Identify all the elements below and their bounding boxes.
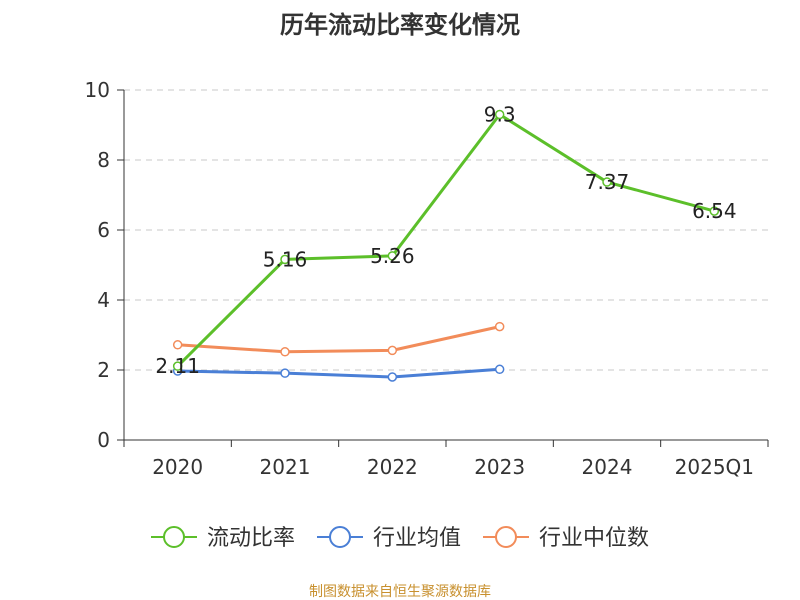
series-2 <box>172 364 505 382</box>
y-tick-label: 8 <box>97 148 110 172</box>
data-point <box>387 345 398 356</box>
data-label: 7.37 <box>585 170 630 194</box>
legend[interactable]: 流动比率 行业均值 行业中位数 <box>151 526 649 551</box>
x-tick-label: 2020 <box>152 455 203 479</box>
data-label: 5.16 <box>263 247 308 271</box>
y-tick-label: 0 <box>97 428 110 452</box>
x-tick-label: 2024 <box>582 455 633 479</box>
data-point <box>387 251 398 261</box>
legend-marker <box>163 526 185 548</box>
data-point <box>494 364 505 375</box>
series <box>172 109 720 382</box>
legend-item[interactable]: 行业均值 <box>317 526 461 551</box>
x-tick-label: 2025Q1 <box>675 455 754 479</box>
x-tick-label: 2022 <box>367 455 418 479</box>
series-line <box>177 325 500 354</box>
legend-label: 流动比率 <box>207 526 295 551</box>
series-line <box>177 367 500 379</box>
data-point <box>494 109 505 120</box>
legend-label: 行业均值 <box>373 526 461 551</box>
data-label: 6.54 <box>692 199 737 223</box>
data-point <box>280 368 290 378</box>
x-tick-label: 2023 <box>474 455 525 479</box>
data-point <box>280 347 290 357</box>
legend-marker <box>329 526 351 548</box>
legend-label: 行业中位数 <box>539 526 649 551</box>
legend-marker <box>495 526 517 548</box>
data-label: 5.26 <box>370 244 415 268</box>
axes: 0 2 4 6 8 10 2020 2021 2022 2023 2024 2025Q1 <box>85 78 769 479</box>
series-line <box>176 113 715 368</box>
data-point <box>494 321 505 332</box>
x-tick-label: 2021 <box>260 455 311 479</box>
data-labels: 2.11 5.16 5.26 9.3 7.37 6.54 <box>155 103 736 379</box>
series-1 <box>172 109 720 371</box>
chart-title: 历年流动比率变化情况 <box>280 11 520 39</box>
data-point <box>280 254 290 265</box>
y-tick-label: 4 <box>97 288 110 312</box>
data-point <box>602 177 612 187</box>
data-label: 9.3 <box>484 103 516 127</box>
legend-item[interactable]: 行业中位数 <box>483 526 649 551</box>
source-note: 制图数据来自恒生聚源数据库 <box>309 584 491 600</box>
legend-item[interactable]: 流动比率 <box>151 526 295 551</box>
data-point <box>387 372 398 382</box>
data-label: 2.11 <box>155 354 200 378</box>
y-tick-label: 10 <box>85 78 110 102</box>
grid <box>124 89 768 371</box>
y-tick-label: 6 <box>97 218 110 242</box>
data-point <box>172 361 183 371</box>
data-point <box>709 206 720 216</box>
y-tick-label: 2 <box>97 358 110 382</box>
series-3 <box>172 321 505 357</box>
data-point <box>172 340 183 350</box>
